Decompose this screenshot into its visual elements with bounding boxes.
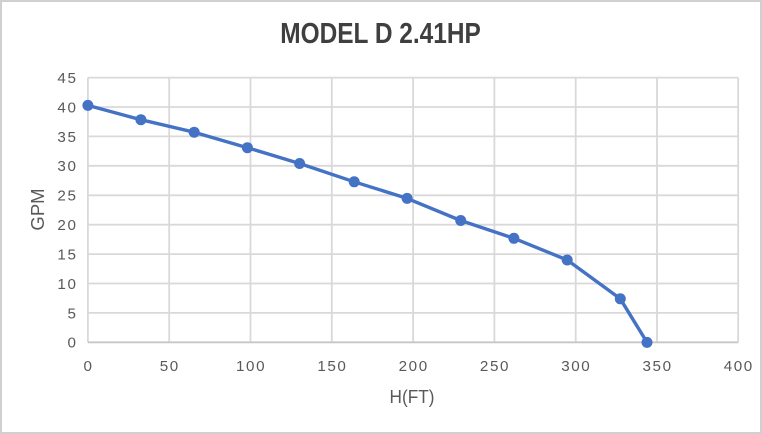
svg-text:100: 100 (236, 358, 266, 375)
svg-text:40: 40 (57, 99, 77, 116)
svg-text:50: 50 (160, 358, 180, 375)
svg-text:GPM: GPM (27, 188, 48, 230)
svg-text:20: 20 (57, 217, 77, 234)
svg-text:5: 5 (67, 305, 77, 322)
svg-text:250: 250 (480, 358, 510, 375)
svg-text:H(FT): H(FT) (390, 386, 435, 407)
svg-text:0: 0 (83, 358, 93, 375)
svg-text:35: 35 (57, 129, 77, 146)
svg-text:400: 400 (724, 358, 754, 375)
svg-text:150: 150 (317, 358, 347, 375)
svg-text:30: 30 (57, 158, 77, 175)
svg-text:10: 10 (57, 276, 77, 293)
svg-text:25: 25 (57, 188, 77, 205)
svg-text:45: 45 (57, 70, 77, 87)
svg-text:15: 15 (57, 247, 77, 264)
svg-text:300: 300 (561, 358, 591, 375)
svg-text:MODEL D 2.41HP: MODEL D 2.41HP (280, 17, 481, 49)
svg-text:0: 0 (67, 335, 77, 352)
svg-text:200: 200 (399, 358, 429, 375)
svg-text:350: 350 (643, 358, 673, 375)
